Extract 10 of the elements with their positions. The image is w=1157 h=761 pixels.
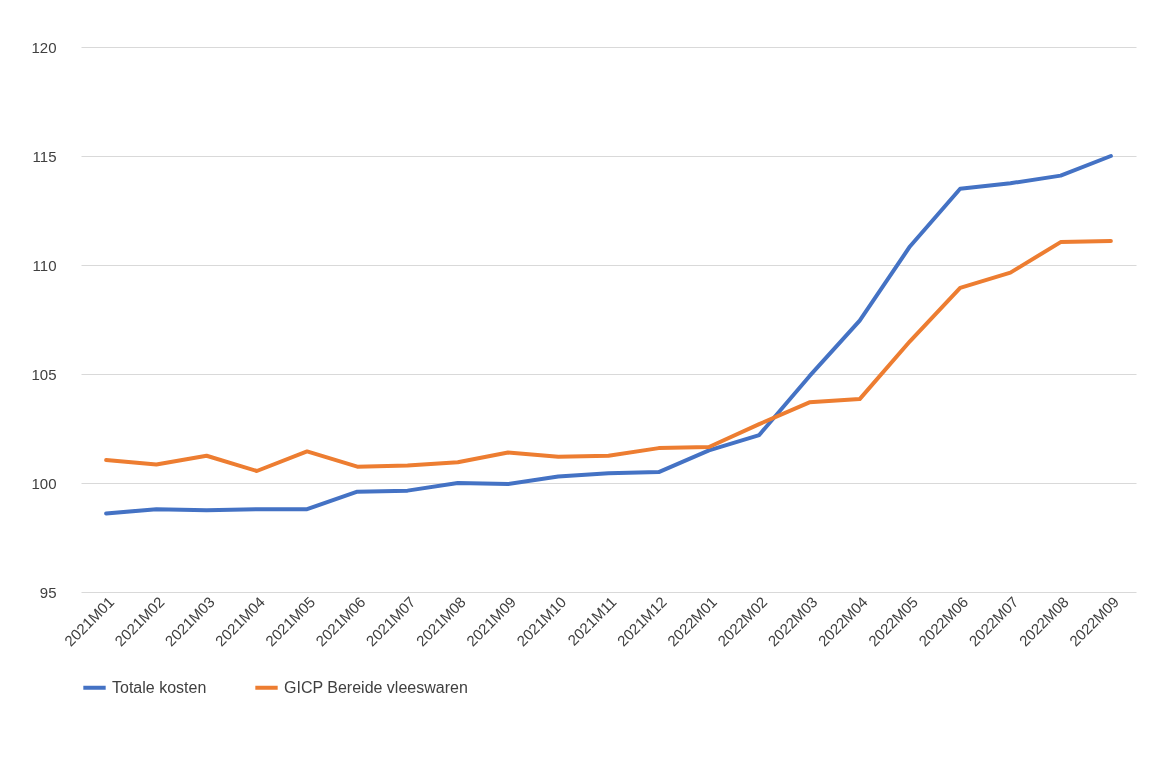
legend-label: Totale kosten: [112, 678, 207, 696]
y-tick-label: 120: [31, 38, 57, 56]
line-series: [104, 239, 1113, 474]
y-tick-label: 105: [31, 365, 57, 383]
legend-label: GICP Bereide vleeswaren: [284, 678, 468, 696]
y-tick-label: 115: [32, 147, 57, 165]
y-tick-label: 100: [31, 474, 57, 492]
line-series: [104, 154, 1113, 516]
y-tick-label: 95: [39, 583, 57, 601]
y-tick-label: 110: [32, 256, 57, 274]
